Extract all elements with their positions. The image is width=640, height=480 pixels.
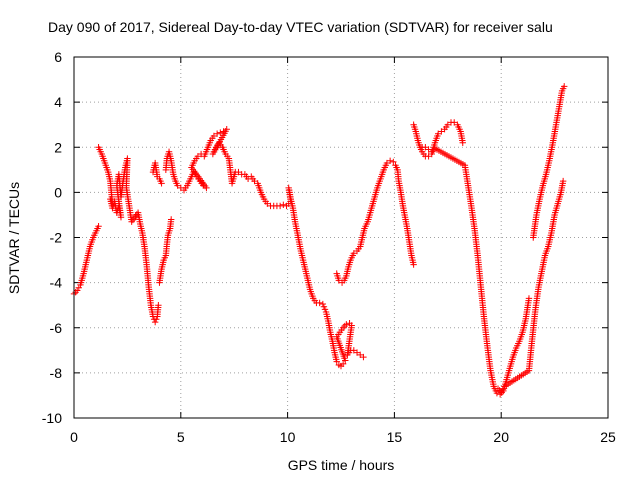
y-tick-label: -6 — [50, 320, 63, 336]
y-tick-label: 0 — [54, 184, 62, 200]
y-axis-label: SDTVAR / TECUs — [6, 182, 22, 294]
data-point-marker — [251, 177, 258, 185]
data-point-marker — [213, 130, 221, 137]
x-tick-label: 25 — [600, 429, 616, 445]
data-point-marker — [174, 182, 181, 189]
data-point-marker — [493, 389, 501, 397]
y-tick-label: -10 — [42, 410, 62, 426]
data-point-marker — [525, 295, 533, 302]
chart-title: Day 090 of 2017, Sidereal Day-to-day VTE… — [48, 19, 553, 35]
data-point-marker — [333, 358, 340, 365]
grid-lines — [74, 57, 608, 418]
plot-area-frame — [73, 56, 609, 419]
data-point-marker — [438, 128, 445, 135]
data-points — [70, 83, 568, 398]
data-point-marker — [75, 284, 83, 291]
y-tick-label: 2 — [54, 139, 62, 155]
data-point-marker — [425, 146, 432, 153]
axis-ticks: 0 5 10 15 20 25 -10 -8 -6 -4 -2 0 2 4 6 — [42, 49, 616, 445]
data-point-marker — [194, 153, 202, 160]
y-tick-label: -8 — [50, 365, 63, 381]
data-point-marker — [561, 83, 568, 90]
y-tick-label: -2 — [50, 230, 63, 246]
data-point-marker — [425, 153, 432, 160]
x-tick-label: 5 — [177, 429, 185, 445]
data-point-marker — [155, 301, 162, 309]
x-tick-label: 0 — [70, 429, 78, 445]
data-point-marker — [444, 121, 451, 128]
x-tick-label: 20 — [493, 429, 509, 445]
data-point-marker — [151, 318, 159, 326]
data-point-marker — [350, 250, 358, 257]
data-point-marker — [383, 159, 391, 167]
data-point-marker — [280, 201, 287, 208]
data-point-marker — [422, 144, 429, 151]
data-point-marker — [459, 139, 466, 146]
x-tick-label: 10 — [280, 429, 296, 445]
data-point-marker — [499, 386, 507, 393]
data-point-marker — [210, 132, 218, 140]
y-tick-label: -4 — [50, 275, 63, 291]
data-point-marker — [74, 287, 81, 294]
data-point-marker — [95, 223, 102, 230]
data-point-marker — [153, 316, 160, 323]
data-point-marker — [353, 349, 361, 356]
data-point-marker — [350, 347, 358, 354]
data-point-marker — [434, 130, 442, 137]
y-tick-label: 4 — [54, 94, 62, 110]
data-point-marker — [335, 277, 343, 284]
y-tick-label: 6 — [54, 49, 62, 65]
data-point-marker — [217, 129, 224, 136]
data-point-marker — [390, 158, 397, 166]
data-point-marker — [343, 321, 350, 328]
x-tick-label: 15 — [387, 429, 403, 445]
data-point-marker — [339, 360, 347, 368]
data-point-marker — [158, 180, 165, 187]
data-point-marker — [316, 299, 323, 307]
data-point-marker — [451, 119, 458, 126]
data-point-marker — [498, 388, 505, 396]
data-point-marker — [357, 351, 364, 359]
data-point-marker — [559, 177, 567, 185]
data-point-marker — [386, 157, 394, 164]
data-point-marker — [264, 200, 271, 207]
x-axis-label: GPS time / hours — [288, 457, 395, 473]
data-point-marker — [276, 202, 284, 210]
data-point-marker — [360, 353, 367, 361]
data-point-marker — [167, 216, 175, 223]
data-point-marker — [410, 261, 417, 268]
data-point-marker — [235, 168, 242, 176]
